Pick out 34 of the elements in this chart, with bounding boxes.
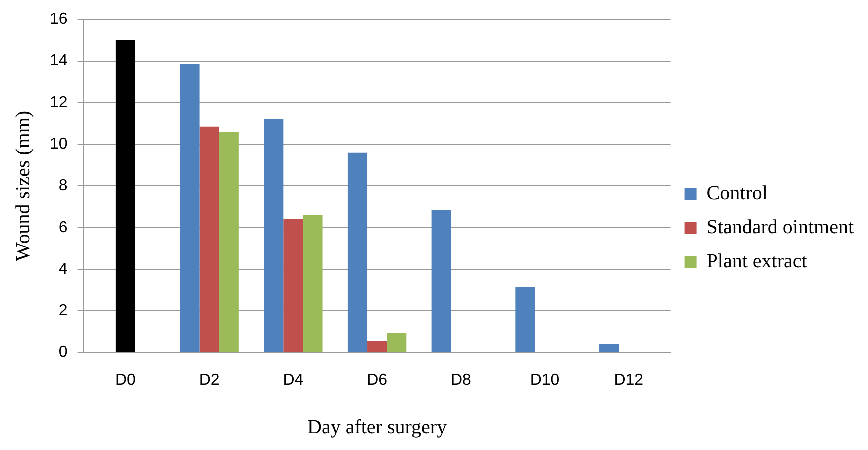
x-tick-label: D2 xyxy=(199,372,220,389)
y-tick-label: 4 xyxy=(58,260,68,278)
y-tick-label: 8 xyxy=(58,178,68,195)
y-tick-label: 6 xyxy=(58,219,68,236)
y-tick-label: 2 xyxy=(58,302,68,320)
legend-label: Plant extract xyxy=(706,250,808,272)
bar xyxy=(303,215,323,352)
x-tick-label: D4 xyxy=(283,372,304,389)
x-tick-label: D0 xyxy=(116,372,136,389)
bar xyxy=(180,64,200,352)
bar xyxy=(219,132,239,352)
bar xyxy=(284,220,304,352)
bar xyxy=(264,120,284,352)
bar xyxy=(348,152,368,352)
x-tick-label: D12 xyxy=(614,372,644,389)
y-tick-label: 14 xyxy=(50,52,68,70)
bar xyxy=(387,333,407,352)
y-tick-label: 10 xyxy=(50,136,68,153)
x-axis-title: Day after surgery xyxy=(308,416,448,438)
legend-label: Control xyxy=(706,182,768,204)
bar xyxy=(600,344,620,352)
bar xyxy=(200,126,220,352)
y-tick-label: 12 xyxy=(50,94,68,112)
y-axis-title: Wound sizes (mm) xyxy=(12,110,34,262)
y-tick-label: 16 xyxy=(50,11,68,28)
x-tick-label: D10 xyxy=(530,372,560,389)
bar xyxy=(368,341,388,352)
bar xyxy=(432,210,452,352)
y-tick-label: 0 xyxy=(58,344,68,362)
x-tick-label: D8 xyxy=(450,372,472,389)
bar xyxy=(516,287,536,352)
bar xyxy=(116,40,136,352)
legend-label: Standard ointment xyxy=(706,216,854,238)
x-tick-label: D6 xyxy=(367,372,388,389)
